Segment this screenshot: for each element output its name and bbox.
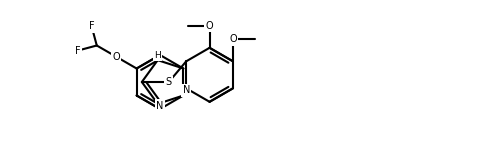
- Text: H: H: [155, 51, 161, 60]
- Text: N: N: [182, 85, 190, 95]
- Text: O: O: [229, 34, 237, 44]
- Text: S: S: [166, 77, 172, 87]
- Text: F: F: [89, 21, 95, 31]
- Text: F: F: [75, 46, 80, 56]
- Text: O: O: [206, 21, 214, 31]
- Text: N: N: [156, 101, 163, 111]
- Text: O: O: [112, 51, 120, 62]
